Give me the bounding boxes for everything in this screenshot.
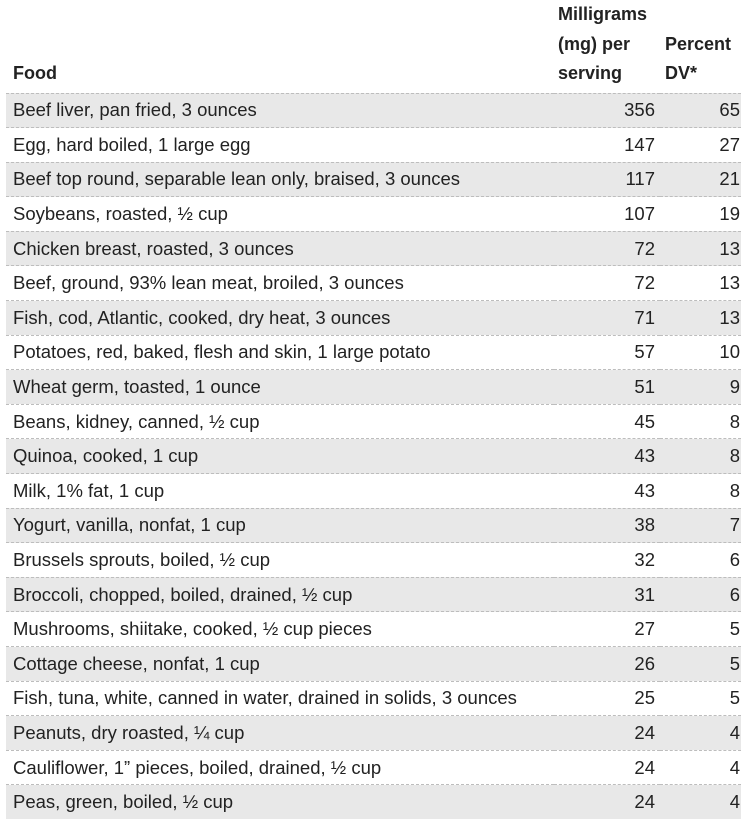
milligrams-cell: 27 <box>554 611 660 647</box>
column-header-percent-dv: Percent DV* <box>665 33 732 84</box>
milligrams-cell: 43 <box>554 473 660 509</box>
milligrams-cell: 26 <box>554 646 660 682</box>
percent-dv-cell: 5 <box>660 646 741 682</box>
milligrams-cell: 43 <box>554 438 660 474</box>
food-cell: Beef top round, separable lean only, bra… <box>6 161 554 197</box>
percent-dv-cell: 5 <box>660 611 741 647</box>
milligrams-cell: 45 <box>554 403 660 439</box>
table-row: Fish, tuna, white, canned in water, drai… <box>6 680 741 716</box>
table-row: Mushrooms, shiitake, cooked, ½ cup piece… <box>6 611 741 647</box>
food-cell: Yogurt, vanilla, nonfat, 1 cup <box>6 507 554 543</box>
milligrams-cell: 72 <box>554 230 660 266</box>
table-row: Beans, kidney, canned, ½ cup 45 8 <box>6 403 741 439</box>
percent-dv-cell: 9 <box>660 369 741 405</box>
milligrams-cell: 356 <box>554 92 660 128</box>
percent-dv-cell: 65 <box>660 92 741 128</box>
food-cell: Potatoes, red, baked, flesh and skin, 1 … <box>6 334 554 370</box>
table-row: Beef top round, separable lean only, bra… <box>6 161 741 197</box>
percent-dv-cell: 8 <box>660 403 741 439</box>
table-row: Cauliflower, 1” pieces, boiled, drained,… <box>6 749 741 785</box>
table-row: Fish, cod, Atlantic, cooked, dry heat, 3… <box>6 300 741 336</box>
table-row: Beef liver, pan fried, 3 ounces 356 65 <box>6 92 741 128</box>
milligrams-cell: 38 <box>554 507 660 543</box>
table-row: Broccoli, chopped, boiled, drained, ½ cu… <box>6 576 741 612</box>
milligrams-cell: 57 <box>554 334 660 370</box>
food-cell: Egg, hard boiled, 1 large egg <box>6 127 554 163</box>
food-cell: Soybeans, roasted, ½ cup <box>6 196 554 232</box>
food-cell: Fish, cod, Atlantic, cooked, dry heat, 3… <box>6 300 554 336</box>
milligrams-cell: 72 <box>554 265 660 301</box>
percent-dv-cell: 4 <box>660 715 741 751</box>
milligrams-cell: 24 <box>554 784 660 819</box>
food-cell: Beef, ground, 93% lean meat, broiled, 3 … <box>6 265 554 301</box>
food-cell: Milk, 1% fat, 1 cup <box>6 473 554 509</box>
table-row: Soybeans, roasted, ½ cup 107 19 <box>6 196 741 232</box>
table-header: Food Milligrams (mg) per serving Percent… <box>6 0 741 93</box>
table-row: Quinoa, cooked, 1 cup 43 8 <box>6 438 741 474</box>
food-cell: Wheat germ, toasted, 1 ounce <box>6 369 554 405</box>
food-cell: Mushrooms, shiitake, cooked, ½ cup piece… <box>6 611 554 647</box>
milligrams-cell: 24 <box>554 749 660 785</box>
table-row: Peas, green, boiled, ½ cup 24 4 <box>6 784 741 819</box>
milligrams-cell: 71 <box>554 300 660 336</box>
percent-dv-cell: 13 <box>660 230 741 266</box>
percent-dv-cell: 6 <box>660 542 741 578</box>
table-row: Brussels sprouts, boiled, ½ cup 32 6 <box>6 542 741 578</box>
milligrams-cell: 51 <box>554 369 660 405</box>
table-row: Peanuts, dry roasted, ¼ cup 24 4 <box>6 715 741 751</box>
milligrams-cell: 25 <box>554 680 660 716</box>
milligrams-cell: 147 <box>554 127 660 163</box>
milligrams-cell: 107 <box>554 196 660 232</box>
percent-dv-cell: 10 <box>660 334 741 370</box>
table-row: Egg, hard boiled, 1 large egg 147 27 <box>6 127 741 163</box>
percent-dv-cell: 6 <box>660 576 741 612</box>
food-cell: Peas, green, boiled, ½ cup <box>6 784 554 819</box>
food-cell: Brussels sprouts, boiled, ½ cup <box>6 542 554 578</box>
milligrams-cell: 32 <box>554 542 660 578</box>
food-cell: Beans, kidney, canned, ½ cup <box>6 403 554 439</box>
percent-dv-cell: 4 <box>660 749 741 785</box>
table-row: Yogurt, vanilla, nonfat, 1 cup 38 7 <box>6 507 741 543</box>
table-row: Cottage cheese, nonfat, 1 cup 26 5 <box>6 646 741 682</box>
food-cell: Peanuts, dry roasted, ¼ cup <box>6 715 554 751</box>
percent-dv-cell: 13 <box>660 300 741 336</box>
percent-dv-cell: 27 <box>660 127 741 163</box>
food-cell: Cauliflower, 1” pieces, boiled, drained,… <box>6 749 554 785</box>
percent-dv-cell: 7 <box>660 507 741 543</box>
table-body: Beef liver, pan fried, 3 ounces 356 65 Egg,… <box>6 92 741 819</box>
percent-dv-cell: 8 <box>660 438 741 474</box>
percent-dv-cell: 19 <box>660 196 741 232</box>
table-row: Beef, ground, 93% lean meat, broiled, 3 … <box>6 265 741 301</box>
column-header-milligrams: Milligrams (mg) per serving <box>558 4 648 83</box>
food-cell: Quinoa, cooked, 1 cup <box>6 438 554 474</box>
nutrient-table: Food Milligrams (mg) per serving Percent… <box>6 0 741 819</box>
percent-dv-cell: 8 <box>660 473 741 509</box>
milligrams-cell: 31 <box>554 576 660 612</box>
header-row: Food Milligrams (mg) per serving Percent… <box>6 0 741 93</box>
percent-dv-cell: 13 <box>660 265 741 301</box>
table-row: Wheat germ, toasted, 1 ounce 51 9 <box>6 369 741 405</box>
food-cell: Beef liver, pan fried, 3 ounces <box>6 92 554 128</box>
food-cell: Cottage cheese, nonfat, 1 cup <box>6 646 554 682</box>
milligrams-cell: 24 <box>554 715 660 751</box>
percent-dv-cell: 4 <box>660 784 741 819</box>
food-cell: Chicken breast, roasted, 3 ounces <box>6 230 554 266</box>
food-cell: Broccoli, chopped, boiled, drained, ½ cu… <box>6 576 554 612</box>
food-cell: Fish, tuna, white, canned in water, drai… <box>6 680 554 716</box>
column-header-food: Food <box>13 63 57 83</box>
table-row: Potatoes, red, baked, flesh and skin, 1 … <box>6 334 741 370</box>
milligrams-cell: 117 <box>554 161 660 197</box>
table-row: Chicken breast, roasted, 3 ounces 72 13 <box>6 230 741 266</box>
table-row: Milk, 1% fat, 1 cup 43 8 <box>6 473 741 509</box>
percent-dv-cell: 5 <box>660 680 741 716</box>
percent-dv-cell: 21 <box>660 161 741 197</box>
